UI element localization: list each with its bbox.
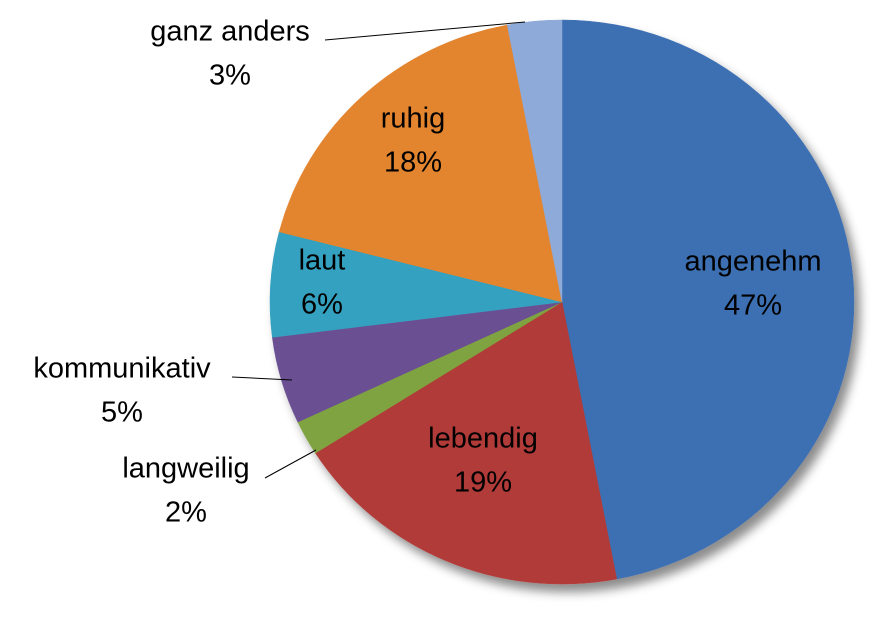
value-label: 18%: [384, 147, 442, 179]
pie-slice: [278, 24, 563, 303]
pie: [269, 19, 855, 585]
pie-slice: [506, 19, 563, 303]
slice-label: lebendig: [428, 423, 538, 455]
slice-label: angenehm: [684, 246, 821, 278]
slice-label: ruhig: [381, 103, 446, 135]
slice-label: ganz anders: [150, 16, 310, 48]
leader-line: [264, 449, 317, 479]
pie-slice: [561, 19, 855, 580]
value-label: 6%: [301, 289, 343, 321]
labels: angenehm 47% lebendig 19% langweilig 2% kommun…: [33, 16, 821, 529]
value-label: 47%: [724, 290, 782, 322]
value-label: 5%: [101, 397, 143, 429]
pie-slice: [315, 301, 618, 585]
leader-line: [231, 376, 293, 381]
leader-line: [324, 21, 526, 41]
slice-label: laut: [299, 245, 346, 277]
slice-label: langweilig: [122, 453, 249, 485]
value-label: 3%: [209, 60, 251, 92]
slice-label: kommunikativ: [33, 353, 211, 385]
value-label: 2%: [165, 497, 207, 529]
value-label: 19%: [454, 467, 512, 499]
